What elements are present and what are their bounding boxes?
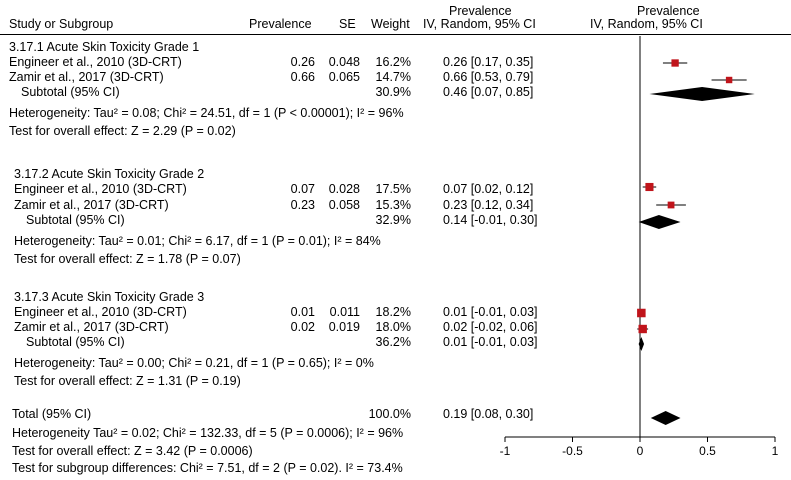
study-weight: 14.7% [375, 70, 411, 84]
overall-effect-text: Test for overall effect: Z = 1.31 (P = 0… [14, 374, 241, 388]
study-weight: 15.3% [375, 198, 411, 212]
subtotal-label: Subtotal (95% CI) [21, 85, 120, 99]
study-prevalence: 0.66 [290, 70, 315, 84]
header-weight: Weight [371, 17, 410, 31]
header-plot-method: IV, Random, 95% CI [590, 17, 703, 31]
study-se: 0.011 [329, 305, 360, 319]
group-title: 3.17.3 Acute Skin Toxicity Grade 3 [14, 290, 205, 304]
study-name: Zamir et al., 2017 (3D-CRT) [14, 198, 169, 212]
header-se: SE [339, 17, 356, 31]
study-prevalence: 0.01 [290, 305, 315, 319]
study-se: 0.028 [328, 182, 360, 196]
study-weight: 17.5% [375, 182, 411, 196]
study-weight: 16.2% [375, 55, 411, 69]
study-se: 0.065 [328, 70, 360, 84]
study-ci: 0.07 [0.02, 0.12] [443, 182, 534, 196]
study-prevalence: 0.26 [290, 55, 315, 69]
subgroup-differences-text: Test for subgroup differences: Chi² = 7.… [12, 461, 403, 475]
study-name: Zamir et al., 2017 (3D-CRT) [9, 70, 164, 84]
study-se: 0.019 [328, 320, 360, 334]
study-name: Engineer et al., 2010 (3D-CRT) [14, 305, 187, 319]
x-tick-label: -0.5 [562, 444, 583, 458]
study-marker [637, 308, 646, 318]
pooled-diamond [638, 215, 681, 229]
study-marker [671, 59, 679, 67]
study-ci: 0.66 [0.53, 0.79] [443, 70, 534, 84]
header-plot-title: Prevalence [637, 4, 700, 18]
header-effect-title: Prevalence [449, 4, 512, 18]
study-marker [645, 182, 654, 192]
study-marker [638, 324, 647, 334]
study-name: Engineer et al., 2010 (3D-CRT) [9, 55, 182, 69]
x-tick-label: -1 [500, 444, 511, 458]
header-rule [0, 34, 791, 35]
study-name: Engineer et al., 2010 (3D-CRT) [14, 182, 187, 196]
subtotal-weight: 36.2% [375, 335, 411, 349]
pooled-diamond [638, 337, 645, 351]
study-weight: 18.2% [375, 305, 411, 319]
study-prevalence: 0.23 [290, 198, 315, 212]
study-ci: 0.26 [0.17, 0.35] [443, 55, 534, 69]
subtotal-ci: 0.46 [0.07, 0.85] [443, 85, 534, 99]
study-ci: 0.01 [-0.01, 0.03] [443, 305, 538, 319]
x-tick-label: 0.5 [699, 444, 716, 458]
subtotal-ci: 0.14 [-0.01, 0.30] [443, 213, 538, 227]
subtotal-weight: 32.9% [375, 213, 411, 227]
total-weight: 100.0% [368, 407, 411, 421]
pooled-diamond [649, 87, 755, 101]
subtotal-label: Subtotal (95% CI) [26, 213, 125, 227]
group-title: 3.17.2 Acute Skin Toxicity Grade 2 [14, 167, 205, 181]
group-title: 3.17.1 Acute Skin Toxicity Grade 1 [9, 40, 200, 54]
total-ci: 0.19 [0.08, 0.30] [443, 407, 534, 421]
study-name: Zamir et al., 2017 (3D-CRT) [14, 320, 169, 334]
heterogeneity-text: Heterogeneity: Tau² = 0.00; Chi² = 0.21,… [14, 356, 374, 370]
header-effect-method: IV, Random, 95% CI [423, 17, 536, 31]
overall-effect-text: Test for overall effect: Z = 2.29 (P = 0… [9, 124, 236, 138]
header-study: Study or Subgroup [9, 17, 114, 31]
x-tick-label: 1 [772, 444, 779, 458]
study-ci: 0.02 [-0.02, 0.06] [443, 320, 538, 334]
heterogeneity-text: Heterogeneity: Tau² = 0.08; Chi² = 24.51… [9, 106, 404, 120]
study-weight: 18.0% [375, 320, 411, 334]
header-prevalence: Prevalence [249, 17, 312, 31]
subtotal-weight: 30.9% [375, 85, 411, 99]
heterogeneity-text: Heterogeneity: Tau² = 0.01; Chi² = 6.17,… [14, 234, 381, 248]
total-label: Total (95% CI) [12, 407, 92, 421]
pooled-diamond [650, 411, 681, 425]
study-prevalence: 0.02 [290, 320, 315, 334]
total-heterogeneity-text: Heterogeneity Tau² = 0.02; Chi² = 132.33… [12, 426, 404, 440]
overall-effect-text: Test for overall effect: Z = 1.78 (P = 0… [14, 252, 241, 266]
study-marker [725, 76, 733, 84]
study-prevalence: 0.07 [290, 182, 315, 196]
total-overall-effect-text: Test for overall effect: Z = 3.42 (P = 0… [12, 444, 253, 458]
x-tick-label: 0 [637, 444, 644, 458]
subtotal-label: Subtotal (95% CI) [26, 335, 125, 349]
subtotal-ci: 0.01 [-0.01, 0.03] [443, 335, 538, 349]
study-se: 0.058 [328, 198, 360, 212]
study-ci: 0.23 [0.12, 0.34] [443, 198, 534, 212]
study-marker [667, 201, 675, 209]
study-se: 0.048 [328, 55, 360, 69]
